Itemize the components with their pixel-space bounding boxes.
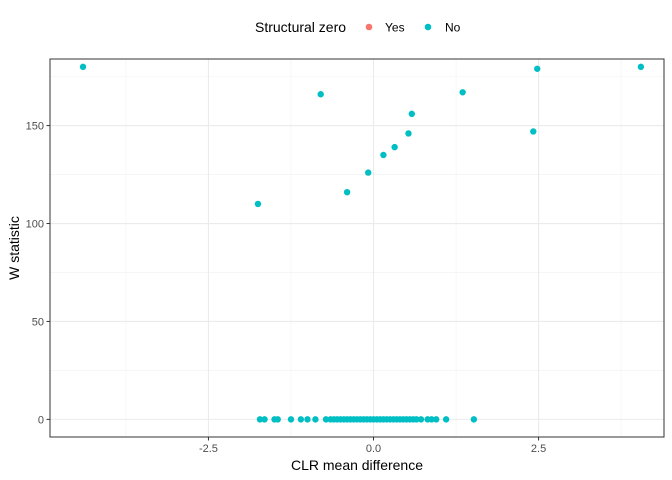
minor-gridlines: [50, 59, 664, 437]
data-point-no: [261, 416, 268, 423]
data-point-no: [470, 416, 478, 423]
data-points: [79, 63, 645, 423]
data-point-no: [413, 416, 420, 423]
plot-panel: [49, 58, 665, 438]
panel-border: [49, 58, 665, 438]
y-tick-label: 100: [26, 219, 44, 231]
data-point-no: [274, 416, 281, 423]
data-point-no: [442, 416, 450, 423]
legend-label-yes: Yes: [385, 21, 405, 35]
data-point-no: [433, 416, 440, 423]
data-point-no: [417, 416, 425, 423]
data-point-no: [428, 416, 435, 423]
x-tick-label: -2.5: [199, 443, 218, 455]
legend-key-yes: [365, 23, 373, 31]
legend-label-no: No: [445, 21, 461, 35]
panel-background: [50, 59, 664, 437]
data-point-no: [534, 65, 541, 72]
data-point-no: [408, 110, 415, 118]
data-point-no: [530, 128, 537, 135]
data-point-no: [365, 169, 372, 176]
legend-title: Structural zero: [255, 19, 346, 35]
data-point-no: [287, 416, 295, 423]
data-point-no: [637, 63, 645, 71]
data-point-no: [380, 151, 387, 159]
x-axis: -2.5 0.0 2.5: [199, 437, 546, 455]
data-point-no: [254, 200, 262, 208]
data-point-no: [459, 89, 466, 96]
y-axis: 0 50 100 150: [26, 121, 50, 426]
data-point-no: [391, 143, 398, 151]
data-point-no: [79, 63, 87, 71]
x-axis-title: CLR mean difference: [291, 457, 423, 473]
data-point-no: [405, 130, 412, 137]
data-point-no: [304, 416, 311, 423]
data-point-no: [317, 91, 324, 98]
x-tick-label: 2.5: [531, 443, 546, 455]
y-axis-title: W statistic: [6, 216, 22, 280]
x-tick-label: 0.0: [366, 443, 381, 455]
y-tick-label: 50: [32, 316, 44, 328]
data-point-no: [297, 416, 305, 423]
legend-key-no: [424, 23, 432, 31]
data-point-no: [256, 416, 264, 423]
data-point-no: [312, 416, 319, 423]
legend: Structural zero Yes No: [255, 19, 461, 35]
data-point-no: [343, 188, 351, 196]
y-tick-label: 150: [26, 121, 44, 133]
y-tick-label: 0: [38, 414, 44, 426]
data-point-no: [322, 416, 330, 423]
